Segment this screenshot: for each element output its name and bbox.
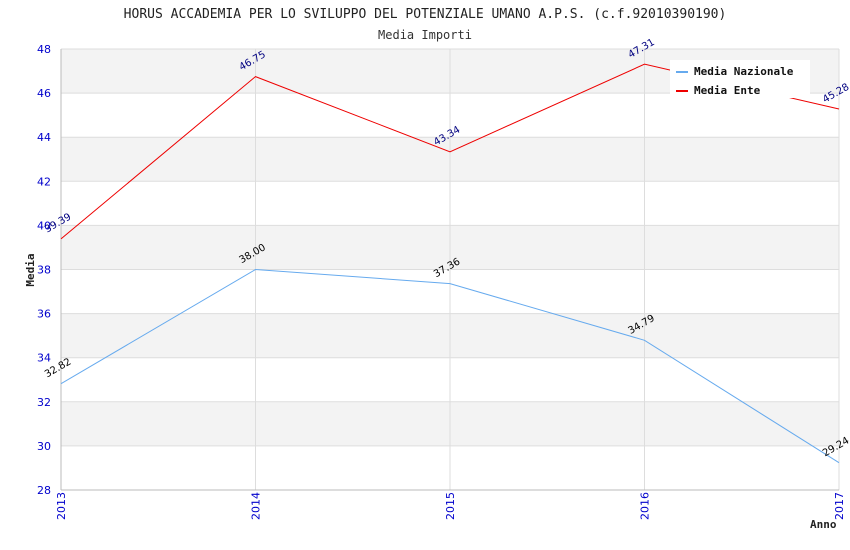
y-tick-label: 34 [37, 352, 51, 365]
y-tick-label: 36 [37, 308, 51, 321]
y-tick-label: 30 [37, 440, 51, 453]
y-tick-label: 46 [37, 87, 51, 100]
x-tick-label: 2017 [833, 492, 846, 520]
legend: Media Nazionale Media Ente [670, 60, 810, 98]
legend-label-media-ente: Media Ente [694, 84, 761, 97]
x-axis-label: Anno [810, 518, 837, 531]
y-axis-label: Media [24, 253, 37, 286]
x-tick-label: 2016 [639, 492, 652, 520]
y-tick-label: 40 [37, 219, 51, 232]
chart-title: HORUS ACCADEMIA PER LO SVILUPPO DEL POTE… [124, 7, 727, 22]
x-tick-label: 2015 [444, 492, 457, 520]
x-tick-labels: 2013 2014 2015 2016 2017 [55, 492, 846, 520]
x-tick-label: 2014 [250, 492, 263, 520]
y-tick-label: 44 [37, 131, 51, 144]
y-tick-label: 28 [37, 484, 51, 497]
legend-box [670, 60, 810, 98]
y-tick-labels: 28 30 32 34 36 38 40 42 44 46 48 [37, 43, 51, 497]
y-tick-label: 42 [37, 175, 51, 188]
x-tick-label: 2013 [55, 492, 68, 520]
y-tick-label: 32 [37, 396, 51, 409]
legend-label-media-nazionale: Media Nazionale [694, 65, 794, 78]
series-line-media-nazionale [60, 268, 840, 464]
chart-subtitle: Media Importi [378, 28, 472, 42]
y-tick-label: 38 [37, 264, 51, 277]
axes [60, 49, 839, 491]
y-tick-label: 48 [37, 43, 51, 56]
